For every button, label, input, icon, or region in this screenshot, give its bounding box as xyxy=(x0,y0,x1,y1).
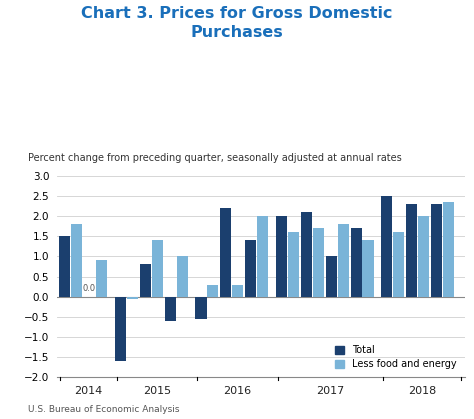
Bar xyxy=(59,236,71,297)
Text: 2018: 2018 xyxy=(408,386,436,396)
Bar xyxy=(257,216,268,297)
Bar xyxy=(443,202,454,297)
Bar xyxy=(127,297,138,299)
Bar xyxy=(351,228,362,297)
Bar xyxy=(220,208,231,297)
Bar xyxy=(301,212,312,297)
Bar xyxy=(207,285,219,297)
Bar xyxy=(418,216,429,297)
Bar xyxy=(164,297,176,321)
Bar xyxy=(276,216,287,297)
Bar xyxy=(152,241,163,297)
Text: 0.0: 0.0 xyxy=(82,284,95,293)
Bar xyxy=(381,196,392,297)
Bar xyxy=(96,261,107,297)
Bar xyxy=(431,204,442,297)
Legend: Total, Less food and energy: Total, Less food and energy xyxy=(332,342,460,372)
Bar xyxy=(363,241,374,297)
Text: U.S. Bureau of Economic Analysis: U.S. Bureau of Economic Analysis xyxy=(28,405,180,414)
Text: 2017: 2017 xyxy=(316,386,345,396)
Text: Percent change from preceding quarter, seasonally adjusted at annual rates: Percent change from preceding quarter, s… xyxy=(28,153,402,163)
Text: 2014: 2014 xyxy=(74,386,102,396)
Bar xyxy=(313,228,324,297)
Bar xyxy=(326,256,337,297)
Bar xyxy=(393,232,404,297)
Bar xyxy=(406,204,418,297)
Bar xyxy=(245,241,256,297)
Bar xyxy=(288,232,299,297)
Bar xyxy=(176,256,188,297)
Text: 2016: 2016 xyxy=(223,386,251,396)
Bar xyxy=(195,297,207,319)
Text: Chart 3. Prices for Gross Domestic
Purchases: Chart 3. Prices for Gross Domestic Purch… xyxy=(81,6,393,40)
Bar xyxy=(140,264,151,297)
Text: 2015: 2015 xyxy=(143,386,171,396)
Bar xyxy=(337,224,349,297)
Bar xyxy=(232,285,243,297)
Bar xyxy=(115,297,126,361)
Bar xyxy=(71,224,82,297)
